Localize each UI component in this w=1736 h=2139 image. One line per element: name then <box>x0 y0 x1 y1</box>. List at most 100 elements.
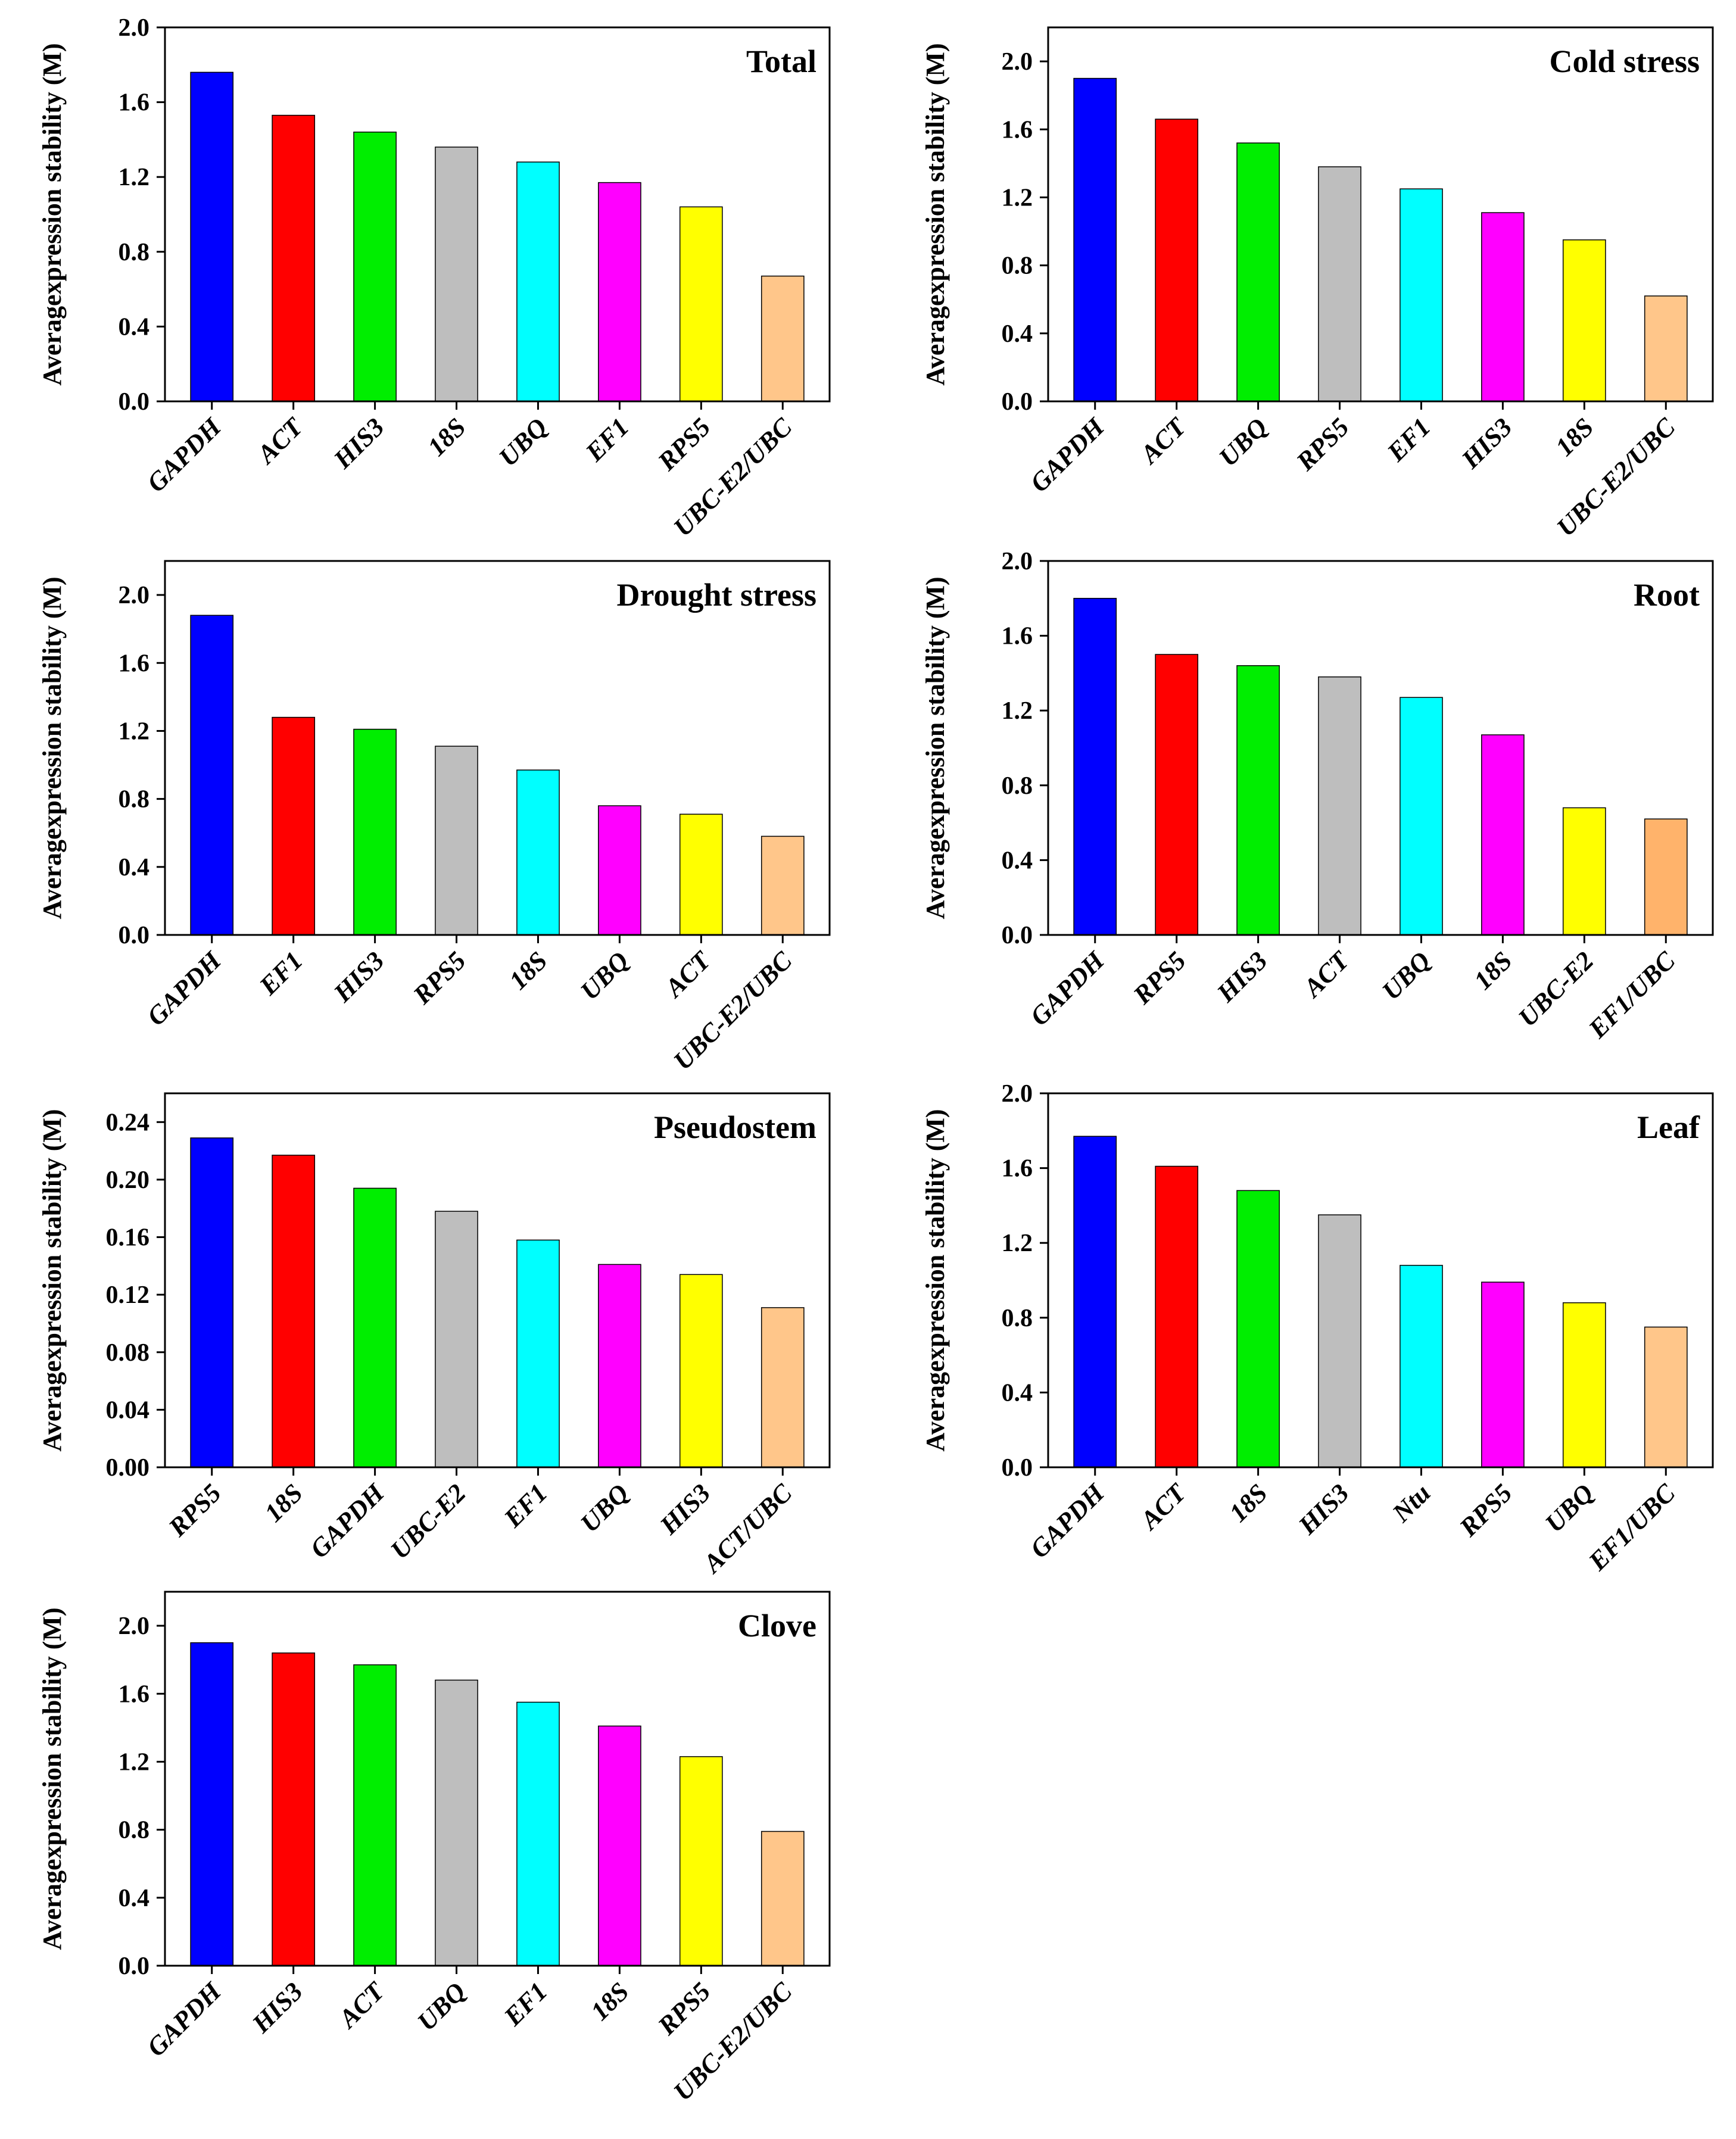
category-label: HIS3 <box>654 1478 716 1541</box>
category-label: 18S <box>422 412 472 462</box>
bar-his3 <box>1481 212 1525 402</box>
bar-ef1 <box>516 1701 560 1966</box>
y-tick-label: 0.8 <box>119 239 150 266</box>
chart-title: Pseudostem <box>654 1109 816 1145</box>
y-tick-label: 0.4 <box>119 854 150 881</box>
bar-ubc-e2 <box>1562 807 1606 936</box>
y-tick-label: 0.4 <box>1002 1379 1033 1407</box>
chart-clove: GAPDH HIS3 ACT UBQ EF1 18S RPS5UBC-E2/UBC0.00.… <box>38 1591 831 2106</box>
y-tick-label: 2.0 <box>119 582 150 609</box>
y-tick-label: 1.2 <box>119 718 150 745</box>
bar-18s <box>435 146 478 402</box>
y-tick-label: 0.8 <box>1002 1305 1033 1332</box>
y-tick-label: 1.6 <box>119 89 150 117</box>
bar-act <box>353 1664 397 1966</box>
category-label: UBQ <box>575 1478 634 1538</box>
category-label: 18S <box>259 1478 308 1527</box>
bar-ubc-e2-ubc <box>761 835 805 936</box>
bar-rps5 <box>435 746 478 936</box>
category-label: 18S <box>1550 412 1599 462</box>
category-label: GAPDH <box>1024 411 1111 498</box>
y-tick-label: 0.24 <box>106 1109 150 1136</box>
y-tick-label: 0.8 <box>119 786 150 813</box>
bar-18s <box>516 769 560 936</box>
bar-act <box>1318 676 1361 936</box>
category-label: EF1/UBC <box>1582 946 1681 1044</box>
category-label: UBQ <box>1213 412 1273 472</box>
bar-ubq <box>1562 1302 1606 1468</box>
y-tick-label: 0.8 <box>1002 252 1033 280</box>
y-tick-label: 1.2 <box>1002 184 1033 211</box>
bar-ef1 <box>272 716 316 936</box>
category-label: ACT <box>1133 411 1192 470</box>
bar-act <box>1155 119 1199 402</box>
y-tick-label: 0.12 <box>106 1281 150 1309</box>
plot-frame <box>1047 26 1714 403</box>
y-tick-label: 0.0 <box>1002 922 1033 949</box>
category-label: EF1 <box>1381 412 1436 467</box>
bar-his3 <box>353 728 397 936</box>
category-label: ACT <box>1296 945 1355 1004</box>
y-tick-label: 1.2 <box>119 1748 150 1776</box>
y-tick-label: 2.0 <box>119 1613 150 1640</box>
chart-title: Root <box>1634 577 1700 613</box>
category-label: RPS5 <box>1127 946 1192 1010</box>
y-tick-label: 2.0 <box>1002 1080 1033 1108</box>
chart-title: Drought stress <box>616 577 816 613</box>
y-axis-label: Averagexpression stability (M) <box>38 1607 67 1950</box>
y-tick-label: 0.04 <box>106 1396 150 1424</box>
bar-gapdh <box>1073 598 1117 936</box>
bar-18s <box>1236 1190 1280 1468</box>
category-label: 18S <box>585 1976 634 2026</box>
bar-ubq <box>598 805 641 936</box>
category-label: UBQ <box>412 1976 471 2036</box>
category-label: EF1/UBC <box>1582 1478 1681 1576</box>
category-label: ACT <box>250 411 309 470</box>
category-label: RPS5 <box>1453 1478 1517 1542</box>
bar-his3 <box>1318 1214 1361 1468</box>
category-label: ACT/UBC <box>696 1478 797 1579</box>
category-label: RPS5 <box>163 1478 227 1542</box>
chart-title: Total <box>746 43 816 79</box>
category-label: UBQ <box>493 412 553 472</box>
bar-rps5 <box>1318 166 1361 402</box>
y-tick-label: 0.00 <box>106 1454 150 1482</box>
chart-cold-stress: GAPDH ACT UBQ RPS5 EF1 HIS3 18SUBC-E2/UBC0.00.… <box>921 26 1714 542</box>
category-label: ACT <box>658 945 717 1004</box>
bar-18s <box>1562 239 1606 402</box>
chart-title: Leaf <box>1637 1109 1700 1145</box>
bar-act <box>272 114 316 402</box>
bar-ubq <box>1236 142 1280 402</box>
category-label: UBQ <box>1376 946 1436 1005</box>
bar-ef1 <box>1400 188 1443 402</box>
y-tick-label: 0.4 <box>1002 847 1033 874</box>
bar-rps5 <box>679 1756 723 1966</box>
y-tick-label: 0.0 <box>1002 1454 1033 1482</box>
bar-ef1-ubc <box>1644 1326 1688 1468</box>
category-label: 18S <box>503 946 553 995</box>
category-label: EF1 <box>498 1976 553 2031</box>
bar-ubq <box>1400 697 1443 936</box>
bar-18s <box>272 1155 316 1468</box>
category-label: RPS5 <box>652 412 716 476</box>
category-label: GAPDH <box>141 1976 227 2062</box>
plot-frame <box>1047 560 1714 936</box>
bar-18s <box>598 1725 641 1966</box>
category-label: RPS5 <box>407 946 472 1010</box>
bar-ubc-e2-ubc <box>761 1831 805 1966</box>
y-axis-label: Averagexpression stability (M) <box>38 576 67 919</box>
y-tick-label: 0.8 <box>119 1817 150 1844</box>
bar-act <box>679 813 723 936</box>
y-tick-label: 0.0 <box>119 922 150 949</box>
category-label: HIS3 <box>1211 946 1273 1008</box>
plot-frame <box>1047 1092 1714 1468</box>
y-tick-label: 0.0 <box>119 1953 150 1980</box>
y-tick-label: 0.8 <box>1002 772 1033 800</box>
chart-total: GAPDH ACT HIS3 18S UBQ EF1 RPS5UBC-E2/UBC0.00.… <box>38 14 831 542</box>
bar-ubc-e2-ubc <box>1644 295 1688 402</box>
bar-gapdh <box>1073 1136 1117 1468</box>
category-label: GAPDH <box>141 945 227 1031</box>
y-tick-label: 1.6 <box>1002 116 1033 144</box>
y-tick-label: 2.0 <box>1002 48 1033 76</box>
